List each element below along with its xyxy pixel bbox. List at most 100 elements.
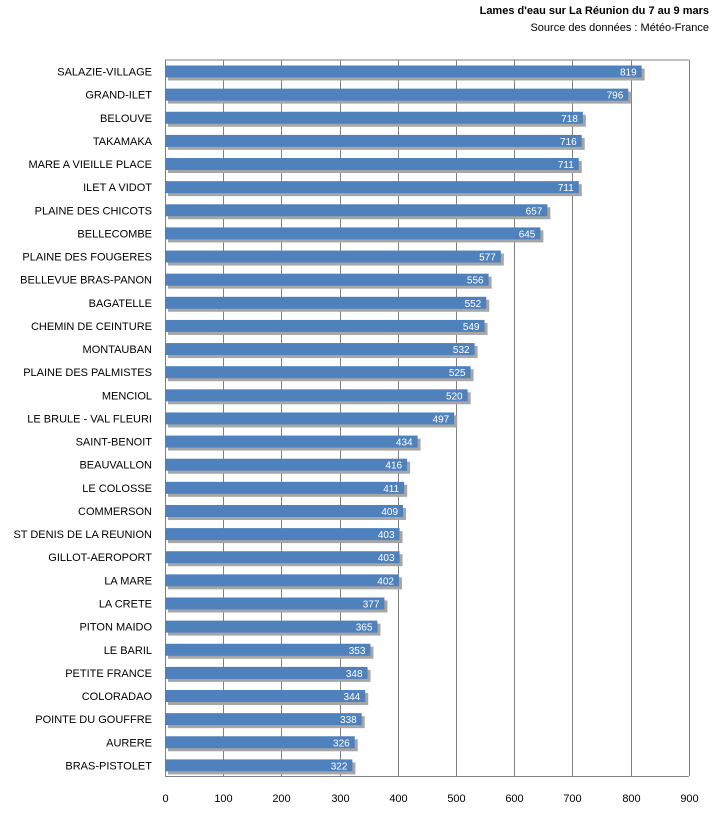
value-label: 711 (558, 183, 574, 194)
bar (165, 65, 642, 78)
value-label: 353 (349, 646, 366, 657)
bar (165, 250, 501, 263)
category-label: GRAND-ILET (85, 90, 152, 102)
category-label: LE COLOSSE (82, 483, 152, 495)
value-label: 326 (333, 738, 350, 749)
bar (165, 759, 353, 772)
chart-title: Lames d'eau sur La Réunion du 7 au 9 mar… (479, 5, 709, 17)
value-label: 403 (378, 530, 395, 541)
bar (165, 343, 475, 356)
value-label: 645 (519, 229, 536, 240)
bar (165, 111, 583, 124)
bar (165, 690, 366, 703)
category-label: PLAINE DES FOUGERES (22, 252, 152, 264)
value-label: 718 (561, 114, 578, 125)
category-label: PLAINE DES CHICOTS (35, 205, 152, 217)
category-label: MARE A VIEILLE PLACE (28, 159, 152, 171)
bar (165, 296, 487, 309)
value-label: 657 (526, 206, 543, 217)
category-label: PITON MAIDO (79, 622, 152, 634)
bar (165, 666, 368, 679)
bar (165, 319, 485, 332)
bar (165, 227, 541, 240)
bar (165, 181, 579, 194)
bar (165, 389, 468, 402)
bar (165, 481, 405, 494)
x-tick-label: 200 (272, 793, 290, 805)
bar (165, 643, 371, 656)
x-tick-label: 400 (389, 793, 407, 805)
category-label: LA MARE (104, 575, 152, 587)
category-label: ILET A VIDOT (83, 182, 152, 194)
x-tick-label: 500 (447, 793, 465, 805)
bar (165, 88, 629, 101)
bar (165, 713, 362, 726)
bar (165, 736, 355, 749)
bar (165, 134, 582, 147)
x-tick-label: 600 (505, 793, 523, 805)
category-label: COLORADAO (82, 691, 153, 703)
category-label: PETITE FRANCE (65, 668, 152, 680)
value-label: 552 (465, 299, 482, 310)
bar (165, 158, 579, 171)
bar (165, 620, 378, 633)
value-label: 322 (331, 761, 348, 772)
value-label: 365 (356, 623, 373, 634)
bar (165, 435, 418, 448)
category-label: GILLOT-AEROPORT (48, 552, 152, 564)
category-label: ST DENIS DE LA REUNION (13, 529, 152, 541)
value-label: 403 (378, 553, 395, 564)
category-label: BRAS-PISTOLET (65, 760, 152, 772)
category-label: CHEMIN DE CEINTURE (31, 321, 152, 333)
value-label: 796 (607, 91, 624, 102)
x-tick-label: 800 (622, 793, 640, 805)
x-tick-label: 100 (214, 793, 232, 805)
value-label: 411 (383, 484, 399, 495)
value-label: 819 (620, 68, 637, 79)
category-label: POINTE DU GOUFFRE (35, 714, 152, 726)
bar (165, 412, 455, 425)
category-label: SAINT-BENOIT (76, 437, 153, 449)
value-label: 577 (479, 253, 496, 264)
category-label: COMMERSON (78, 506, 152, 518)
value-label: 711 (558, 160, 574, 171)
category-label: MONTAUBAN (83, 344, 153, 356)
category-label: BEAUVALLON (79, 460, 152, 472)
value-label: 532 (453, 345, 470, 356)
category-label: BELLECOMBE (77, 228, 152, 240)
bar (165, 273, 489, 286)
category-label: TAKAMAKA (93, 136, 153, 148)
bar (165, 458, 408, 471)
value-label: 409 (381, 507, 398, 518)
category-label: LA CRETE (99, 598, 152, 610)
chart-subtitle: Source des données : Météo-France (530, 22, 709, 34)
category-label: AURERE (106, 737, 152, 749)
chart-header: Lames d'eau sur La Réunion du 7 au 9 mar… (480, 3, 709, 37)
bar (165, 204, 548, 217)
category-label: LE BARIL (104, 645, 152, 657)
category-label: PLAINE DES PALMISTES (23, 367, 152, 379)
x-tick-label: 300 (331, 793, 349, 805)
value-label: 338 (340, 715, 357, 726)
value-label: 434 (396, 438, 413, 449)
bar (165, 528, 400, 541)
category-label: BELOUVE (100, 113, 152, 125)
x-tick-label: 700 (563, 793, 581, 805)
bar (165, 366, 471, 379)
value-label: 348 (346, 669, 363, 680)
category-label: LE BRULE - VAL FLEURI (27, 413, 152, 425)
category-label: BELLEVUE BRAS-PANON (20, 275, 152, 287)
value-label: 402 (377, 576, 394, 587)
category-label: MENCIOL (102, 390, 152, 402)
category-label: BAGATELLE (89, 298, 152, 310)
bar (165, 597, 385, 610)
x-tick-label: 900 (680, 793, 698, 805)
bar (165, 574, 399, 587)
value-label: 416 (385, 461, 402, 472)
value-label: 556 (467, 276, 484, 287)
value-label: 377 (363, 599, 380, 610)
value-label: 525 (449, 368, 466, 379)
value-label: 497 (433, 414, 450, 425)
bar (165, 551, 400, 564)
